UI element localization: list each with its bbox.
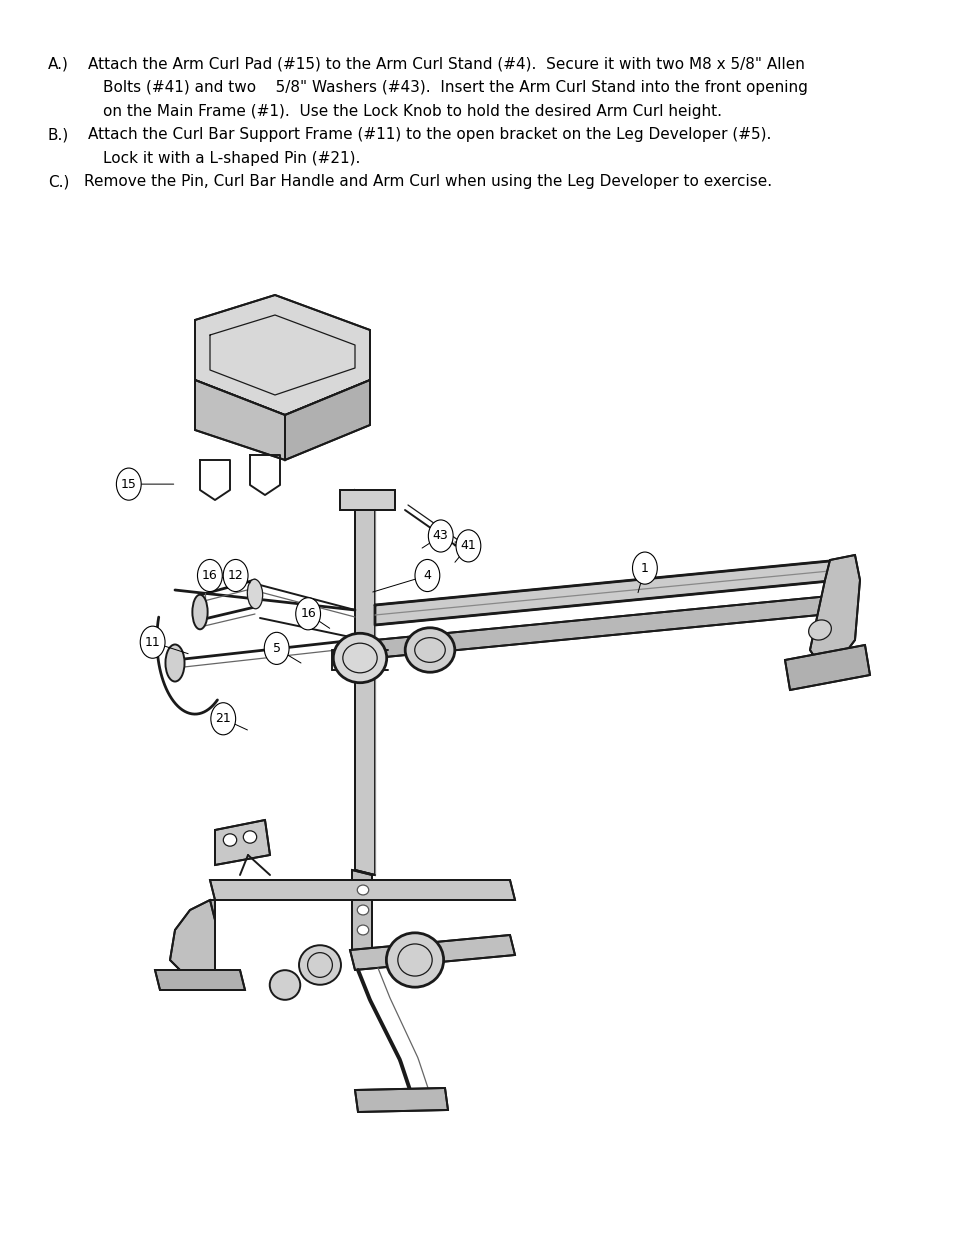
Ellipse shape [333,634,386,683]
Ellipse shape [386,932,443,987]
Polygon shape [355,1088,448,1112]
Circle shape [415,559,439,592]
Circle shape [197,559,222,592]
Polygon shape [285,380,370,459]
Circle shape [140,626,165,658]
Text: Remove the Pin, Curl Bar Handle and Arm Curl when using the Leg Developer to exe: Remove the Pin, Curl Bar Handle and Arm … [84,174,771,189]
Polygon shape [170,900,214,969]
Text: Bolts (#41) and two    5/8" Washers (#43).  Insert the Arm Curl Stand into the f: Bolts (#41) and two 5/8" Washers (#43). … [103,80,807,95]
Ellipse shape [357,905,369,915]
Circle shape [456,530,480,562]
Polygon shape [784,645,869,690]
Polygon shape [375,595,840,658]
Polygon shape [214,820,270,864]
Polygon shape [352,869,372,955]
Polygon shape [154,969,245,990]
Text: 41: 41 [460,540,476,552]
Text: 11: 11 [145,636,160,648]
Ellipse shape [405,627,455,672]
Text: 43: 43 [433,530,448,542]
Circle shape [264,632,289,664]
Text: 5: 5 [273,642,280,655]
Text: Attach the Arm Curl Pad (#15) to the Arm Curl Stand (#4).  Secure it with two M8: Attach the Arm Curl Pad (#15) to the Arm… [88,57,803,72]
Text: B.): B.) [48,127,69,142]
Polygon shape [375,559,840,625]
Text: 16: 16 [202,569,217,582]
Polygon shape [809,555,859,664]
Ellipse shape [243,831,256,844]
Circle shape [295,598,320,630]
Ellipse shape [808,620,830,640]
Polygon shape [194,380,285,459]
Text: Attach the Curl Bar Support Frame (#11) to the open bracket on the Leg Developer: Attach the Curl Bar Support Frame (#11) … [88,127,770,142]
Text: 4: 4 [423,569,431,582]
Text: 12: 12 [228,569,243,582]
Circle shape [211,703,235,735]
Circle shape [223,559,248,592]
Polygon shape [355,490,375,876]
Text: A.): A.) [48,57,69,72]
Polygon shape [210,900,214,920]
Ellipse shape [193,595,208,630]
Ellipse shape [165,645,184,682]
Ellipse shape [357,885,369,895]
Text: on the Main Frame (#1).  Use the Lock Knob to hold the desired Arm Curl height.: on the Main Frame (#1). Use the Lock Kno… [103,104,721,119]
Ellipse shape [247,579,262,609]
Ellipse shape [270,971,300,1000]
Polygon shape [339,490,395,510]
Ellipse shape [223,834,236,846]
Circle shape [632,552,657,584]
Ellipse shape [357,925,369,935]
Polygon shape [210,881,515,900]
Text: 1: 1 [640,562,648,574]
Polygon shape [194,295,370,415]
Circle shape [116,468,141,500]
Text: 16: 16 [300,608,315,620]
Text: C.): C.) [48,174,69,189]
Text: Lock it with a L-shaped Pin (#21).: Lock it with a L-shaped Pin (#21). [103,151,360,165]
Text: 15: 15 [121,478,136,490]
Circle shape [428,520,453,552]
Ellipse shape [298,945,340,984]
Text: 21: 21 [215,713,231,725]
Polygon shape [350,935,515,969]
